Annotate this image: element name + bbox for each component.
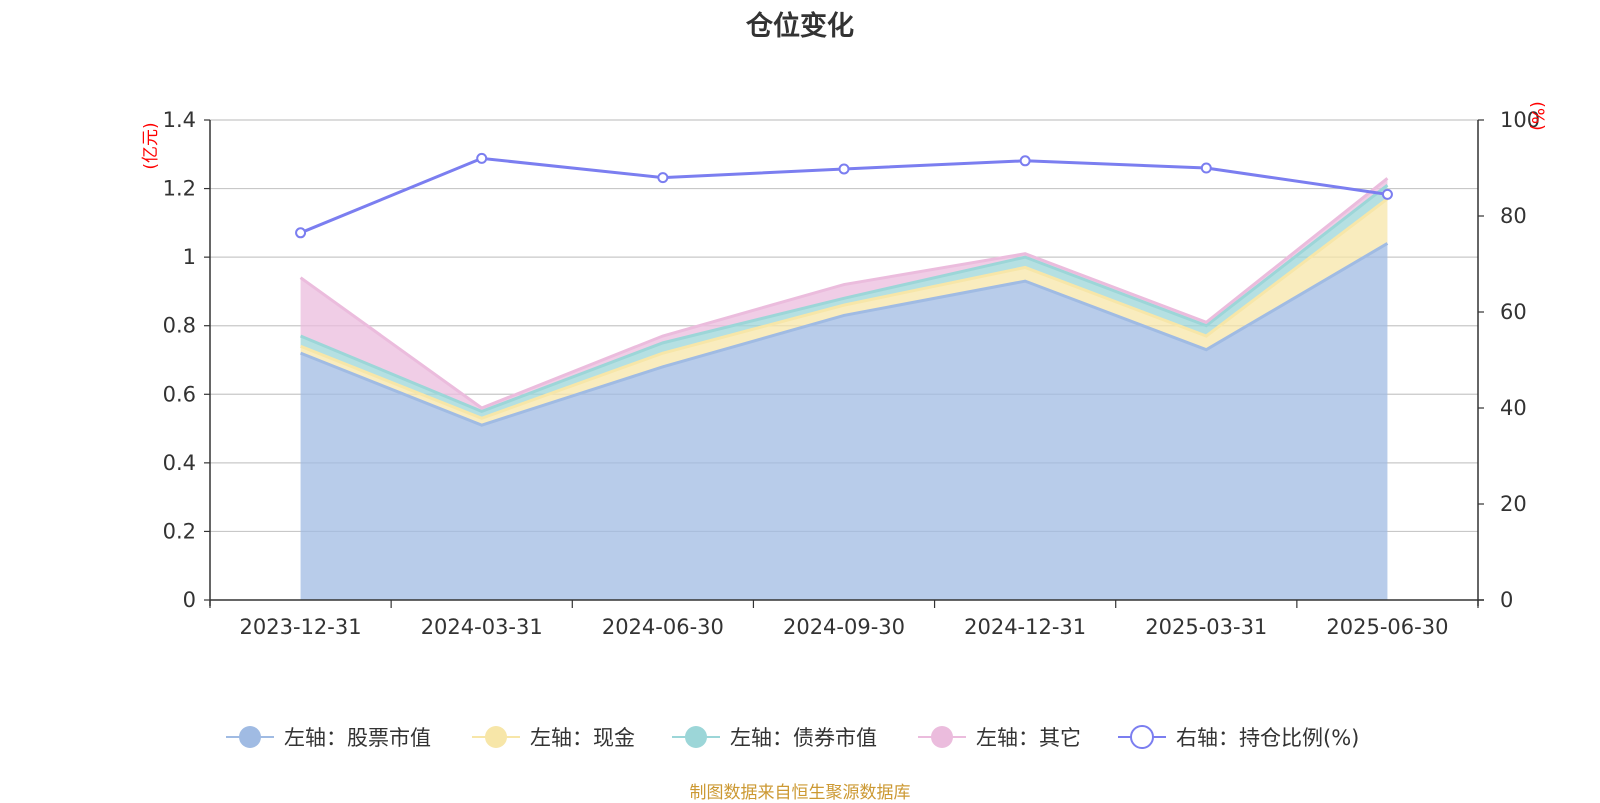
holding-ratio-point bbox=[476, 152, 488, 164]
right-axis-unit: (%) bbox=[1527, 101, 1547, 130]
x-tick-label: 2023-12-31 bbox=[240, 615, 362, 639]
area-fill bbox=[300, 185, 1388, 419]
legend-label: 左轴：其它 bbox=[976, 726, 1081, 750]
holding-ratio-point bbox=[838, 163, 850, 175]
area-fill bbox=[300, 198, 1388, 426]
area-fill bbox=[300, 243, 1388, 600]
legend-item: 左轴：债券市值 bbox=[672, 726, 877, 750]
legend-item: 右轴：持仓比例(%) bbox=[1118, 725, 1359, 750]
legend-marker bbox=[685, 726, 707, 748]
source-note: 制图数据来自恒生聚源数据库 bbox=[689, 783, 911, 803]
legend-label: 左轴：股票市值 bbox=[284, 726, 431, 750]
holding-ratio-point bbox=[1200, 162, 1212, 174]
right-tick-label: 100 bbox=[1500, 108, 1540, 132]
right-tick-label: 80 bbox=[1500, 204, 1527, 228]
left-tick-label: 0.4 bbox=[163, 451, 196, 475]
x-tick-label: 2024-09-30 bbox=[783, 615, 905, 639]
area-layer bbox=[299, 177, 1389, 600]
legend-marker bbox=[931, 726, 953, 748]
holding-ratio-point bbox=[657, 172, 669, 184]
legend-marker bbox=[1130, 725, 1154, 749]
chart-title: 仓位变化 bbox=[746, 11, 854, 42]
legend-marker bbox=[239, 726, 261, 748]
area-edge bbox=[299, 177, 1389, 410]
x-tick-label: 2024-12-31 bbox=[964, 615, 1086, 639]
x-tick-label: 2024-06-30 bbox=[602, 615, 724, 639]
axis-layer: 0 0.2 0.4 0.6 0.8 1 1.2 1.4 0 20 40 60 80 100 2023-12-… bbox=[163, 108, 1541, 639]
left-tick-label: 0.6 bbox=[163, 382, 196, 406]
line-layer bbox=[295, 152, 1393, 239]
area-fill bbox=[300, 178, 1388, 412]
holding-ratio-point bbox=[1019, 155, 1031, 167]
x-tick-label: 2025-03-31 bbox=[1145, 615, 1267, 639]
legend-item: 左轴：现金 bbox=[472, 726, 635, 750]
area-edge bbox=[300, 197, 1389, 420]
right-tick-label: 60 bbox=[1500, 300, 1527, 324]
legend-label: 左轴：现金 bbox=[530, 726, 635, 750]
legend-marker bbox=[485, 726, 507, 748]
left-tick-label: 0.8 bbox=[163, 314, 196, 338]
legend-item: 左轴：其它 bbox=[918, 726, 1081, 750]
left-tick-label: 1 bbox=[183, 245, 196, 269]
left-tick-label: 0 bbox=[183, 588, 196, 612]
left-tick-label: 1.2 bbox=[163, 177, 196, 201]
legend-item: 左轴：股票市值 bbox=[226, 726, 431, 750]
x-tick-label: 2024-03-31 bbox=[421, 615, 543, 639]
right-tick-label: 20 bbox=[1500, 492, 1527, 516]
left-axis-unit: (亿元) bbox=[141, 122, 161, 169]
x-tick-label: 2025-06-30 bbox=[1326, 615, 1448, 639]
right-tick-label: 0 bbox=[1500, 588, 1513, 612]
legend-label: 右轴：持仓比例(%) bbox=[1176, 726, 1359, 750]
holding-ratio-point bbox=[1381, 188, 1393, 200]
left-tick-label: 1.4 bbox=[163, 108, 196, 132]
left-tick-label: 0.2 bbox=[163, 519, 196, 543]
area-edge bbox=[300, 242, 1389, 427]
holding-ratio-point bbox=[295, 227, 307, 239]
area-edge bbox=[299, 183, 1389, 414]
legend: 左轴：股票市值 左轴：现金 左轴：债券市值 左轴：其它 右轴：持仓比例(%) bbox=[226, 725, 1359, 750]
legend-label: 左轴：债券市值 bbox=[730, 726, 877, 750]
right-tick-label: 40 bbox=[1500, 396, 1527, 420]
